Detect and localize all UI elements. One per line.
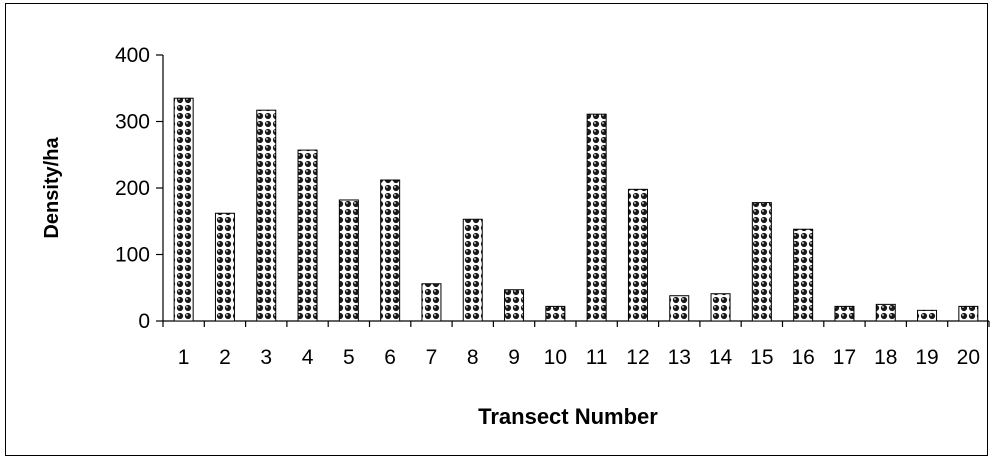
x-tick-label: 20	[957, 346, 980, 369]
x-axis: 1 2 3 4 5 6 7 8 9 10 11 12 13 14 15 16 17 18 19 20	[162, 320, 990, 369]
bar	[380, 179, 401, 322]
x-tick-label: 1	[178, 346, 190, 369]
x-tick-label: 19	[915, 346, 938, 369]
y-axis-label: Density/ha	[41, 137, 63, 239]
x-tick-label: 7	[426, 346, 438, 369]
bar	[173, 97, 194, 322]
y-tick-label: 300	[115, 111, 150, 134]
bar	[462, 218, 483, 322]
x-tick-label: 13	[668, 346, 691, 369]
x-tick-label: 3	[260, 346, 272, 369]
bar	[834, 305, 855, 322]
y-tick-label: 100	[115, 244, 150, 267]
bar	[545, 305, 566, 322]
bar	[958, 305, 979, 322]
x-tick-label: 11	[586, 346, 608, 369]
bar	[875, 303, 896, 322]
bar	[710, 293, 731, 322]
x-tick-label: 6	[384, 346, 396, 369]
x-tick-label: 2	[219, 346, 231, 369]
bar	[917, 309, 938, 322]
y-axis: 0 100 200 300 400	[115, 44, 164, 333]
bar	[793, 228, 814, 322]
bar	[751, 202, 772, 322]
bar	[627, 188, 648, 322]
bars	[173, 97, 979, 322]
bar	[504, 289, 525, 322]
y-tick-label: 400	[115, 44, 150, 67]
chart-frame	[5, 3, 988, 456]
x-tick-label: 10	[544, 346, 567, 369]
bar	[214, 212, 235, 322]
bar	[669, 295, 690, 322]
x-tick-label: 5	[343, 346, 355, 369]
x-tick-label: 16	[791, 346, 814, 369]
x-tick-label: 15	[750, 346, 773, 369]
x-tick-label: 17	[833, 346, 856, 369]
bar	[297, 149, 318, 322]
bar	[421, 283, 442, 322]
x-axis-label: Transect Number	[478, 404, 658, 429]
bar	[256, 109, 277, 322]
x-tick-label: 12	[626, 346, 649, 369]
y-tick-label: 0	[138, 310, 150, 333]
x-tick-label: 4	[302, 346, 314, 369]
x-tick-label: 8	[467, 346, 479, 369]
y-tick-label: 200	[115, 177, 150, 200]
bar	[586, 113, 607, 322]
bar	[338, 199, 359, 322]
x-tick-label: 9	[508, 346, 520, 369]
x-tick-label: 18	[874, 346, 897, 369]
x-tick-label: 14	[709, 346, 733, 369]
